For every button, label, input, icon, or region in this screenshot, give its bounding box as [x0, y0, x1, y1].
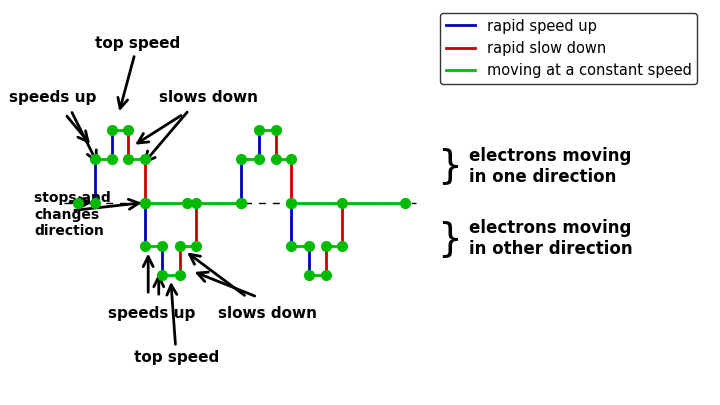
Text: electrons moving
in one direction: electrons moving in one direction — [469, 147, 631, 186]
Text: speeds up: speeds up — [108, 306, 195, 321]
Text: slows down: slows down — [158, 90, 258, 105]
Text: stops and
changes
direction: stops and changes direction — [34, 192, 111, 238]
Text: electrons moving
in other direction: electrons moving in other direction — [469, 219, 632, 258]
Text: top speed: top speed — [95, 36, 180, 108]
Legend: rapid speed up, rapid slow down, moving at a constant speed: rapid speed up, rapid slow down, moving … — [440, 13, 697, 84]
Text: slows down: slows down — [218, 306, 318, 321]
Text: }: } — [437, 147, 462, 185]
Text: }: } — [437, 220, 462, 258]
Text: speeds up: speeds up — [9, 90, 96, 105]
Text: top speed: top speed — [134, 285, 219, 365]
